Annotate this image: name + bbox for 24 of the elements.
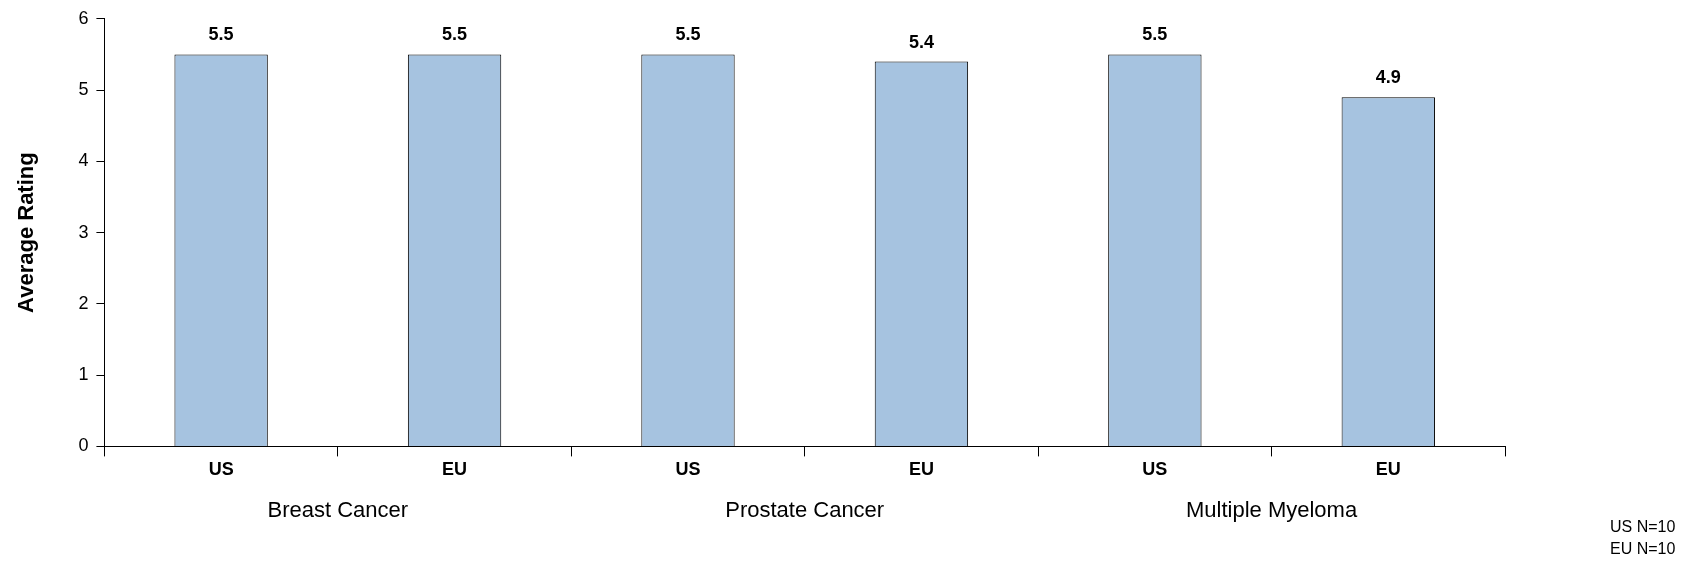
text: Breast Cancer <box>267 497 409 523</box>
text: US N=10 EU N=10 <box>1610 518 1676 558</box>
y-tick-label: 1 <box>78 364 89 385</box>
x-tick-label: US <box>1142 459 1168 480</box>
data-label: 5.5 <box>675 24 701 45</box>
text: Prostate Cancer <box>725 497 885 523</box>
x-tick-label: EU <box>1375 459 1401 480</box>
data-label: 5.5 <box>442 24 468 45</box>
x-tick-label: US <box>208 459 234 480</box>
data-label: 5.5 <box>1142 24 1168 45</box>
data-label: 5.4 <box>908 31 934 52</box>
y-tick-label: 3 <box>78 221 89 242</box>
x-tick-label: EU <box>442 459 468 480</box>
y-tick-label: 2 <box>78 292 89 313</box>
data-label: 5.5 <box>208 24 234 45</box>
y-tick-label: 5 <box>78 79 89 100</box>
y-tick-label: 0 <box>78 435 89 456</box>
data-label: 4.9 <box>1375 67 1401 88</box>
text: Multiple Myeloma <box>1185 497 1358 523</box>
y-tick-label: 4 <box>78 150 89 171</box>
y-axis-title: Average Rating <box>13 152 39 313</box>
x-tick-label: US <box>675 459 701 480</box>
y-tick-label: 6 <box>78 7 89 28</box>
x-tick-label: EU <box>908 459 934 480</box>
